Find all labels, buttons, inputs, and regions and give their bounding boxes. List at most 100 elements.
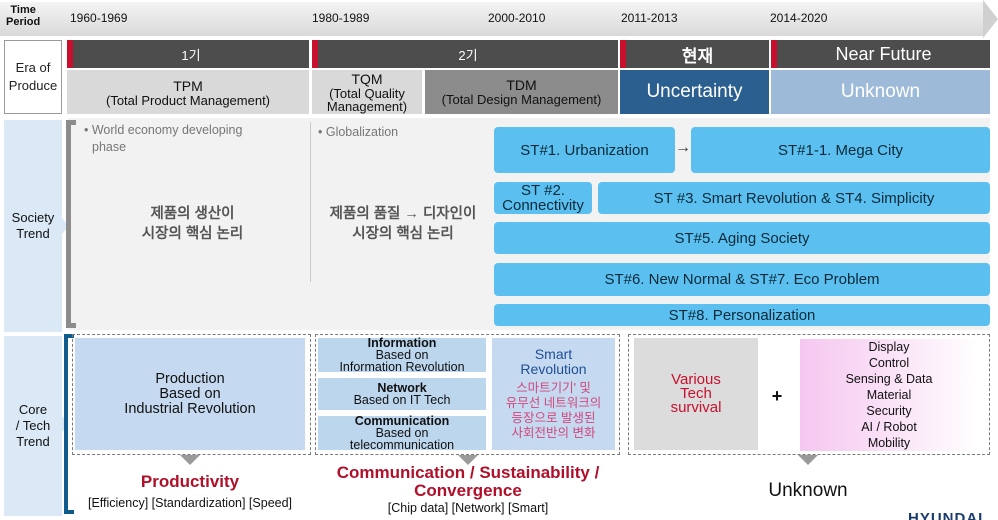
- time-period-title: Time Period: [6, 4, 40, 28]
- bottom-productivity: Productivity: [140, 472, 240, 491]
- period-2014: 2014-2020: [770, 11, 828, 25]
- core-bracket: [64, 334, 74, 514]
- time-title-line2: Period: [6, 16, 41, 28]
- core-smart-revolution: Smart Revolution 스마트기기' 및 유무선 네트워크의 등장으로…: [492, 338, 615, 450]
- category-era-of-produce: Era of Produce: [4, 40, 62, 114]
- bottom-communication-sub: [Chip data] [Network] [Smart]: [387, 500, 549, 515]
- core-cat-line3: Trend: [16, 434, 50, 449]
- society-bracket: [66, 120, 76, 328]
- communication-pointer-icon: [458, 455, 478, 465]
- comm-title: Communication: [354, 414, 450, 428]
- col1-bullet-line2: phase: [92, 140, 127, 154]
- st2-line1: ST #2.: [521, 182, 565, 199]
- core-communication: Communication Based on telecommunication: [318, 414, 486, 451]
- trend-st6-new-normal: ST#6. New Normal & ST#7. Eco Problem: [494, 263, 990, 296]
- col1-bullet-line1: World economy developing: [91, 123, 243, 137]
- bottom-comm-line1: Communication / Sustainability /: [336, 463, 600, 482]
- tech-item-ai-robot: AI / Robot: [800, 419, 978, 435]
- various-line2: Tech: [680, 385, 712, 402]
- tpm-title: TPM: [173, 77, 203, 94]
- various-line3: survival: [670, 399, 722, 416]
- core-cat-line1: Core: [18, 402, 48, 417]
- plus-icon: +: [771, 385, 783, 406]
- time-title-line1: Time: [10, 4, 36, 16]
- tech-item-display: Display: [800, 339, 978, 355]
- timeline-arrow-icon: [983, 0, 998, 38]
- era-unknown: Unknown: [771, 70, 990, 114]
- core-box-unknown: [628, 334, 990, 455]
- production-line3: Industrial Revolution: [124, 400, 256, 417]
- tech-item-sensing: Sensing & Data: [800, 371, 978, 387]
- smart-kor2: 유무선 네트워크의: [505, 396, 602, 410]
- tdm-title: TDM: [506, 77, 537, 93]
- smart-kor1: 스마트기기' 및: [516, 381, 591, 395]
- tech-item-security: Security: [800, 403, 978, 419]
- network-title: Network: [377, 381, 427, 395]
- trend-st3-smart-revolution: ST #3. Smart Revolution & ST4. Simplicit…: [598, 182, 990, 214]
- society-col1-bullet: • World economy developing phase: [84, 123, 243, 154]
- category-core-tech-trend: Core / Tech Trend: [4, 336, 62, 516]
- comm-sub1: Based on: [375, 426, 429, 440]
- bottom-comm-line2: Convergence: [414, 481, 522, 500]
- core-production: Production Based on Industrial Revolutio…: [75, 338, 305, 450]
- trend-arrow-icon: →: [675, 139, 691, 156]
- col1-kor-line1: 제품의 생산이: [150, 206, 235, 222]
- core-box-productivity: [72, 334, 311, 455]
- timeline-bar: [0, 2, 985, 36]
- smart-title1: Smart: [534, 346, 573, 362]
- period-2011: 2011-2013: [621, 11, 678, 25]
- era-gen1-header: 1기: [67, 40, 309, 68]
- era-tdm: TDM (Total Design Management): [425, 70, 618, 114]
- core-network: Network Based on IT Tech: [318, 378, 486, 410]
- core-cat-line2: / Tech: [15, 418, 51, 433]
- info-sub1: Based on: [375, 348, 429, 362]
- trend-st5-aging-society: ST#5. Aging Society: [494, 222, 990, 254]
- production-line2: Based on: [159, 385, 221, 402]
- tpm-sub: (Total Product Management): [105, 92, 271, 108]
- info-sub2: Information Revolution: [339, 360, 465, 374]
- core-information: Information Based on Information Revolut…: [318, 336, 486, 374]
- period-1960: 1960-1969: [70, 11, 128, 25]
- tdm-sub: (Total Design Management): [441, 92, 602, 107]
- col2-kor-line2: 시장의 핵심 논리: [352, 226, 454, 242]
- era-cat-line2: Produce: [8, 78, 58, 93]
- trend-st1-urbanization: ST#1. Urbanization: [494, 127, 675, 173]
- society-col2-bullet: • Globalization: [318, 125, 399, 139]
- era-tpm: TPM (Total Product Management): [67, 70, 309, 114]
- core-various-tech: Various Tech survival: [634, 338, 758, 450]
- society-cat-line2: Trend: [16, 226, 50, 241]
- bottom-productivity-sub: [Efficiency] [Standardization] [Speed]: [87, 496, 293, 510]
- period-2000: 2000-2010: [488, 11, 546, 25]
- production-line1: Production: [155, 370, 225, 387]
- era-near-future-header: Near Future: [771, 40, 990, 68]
- tqm-title: TQM: [351, 70, 383, 87]
- col2-kor-line1: 제품의 품질 → 디자인이: [329, 206, 477, 222]
- tech-item-mobility: Mobility: [800, 435, 978, 451]
- smart-title2: Revolution: [520, 361, 587, 377]
- society-cat-line1: Society: [11, 210, 55, 225]
- trend-st1-1-mega-city: ST#1-1. Mega City: [691, 127, 990, 173]
- tech-item-material: Material: [800, 387, 978, 403]
- unknown-pointer-icon: [798, 455, 818, 465]
- hyundai-logo: HYUNDAI: [908, 510, 984, 520]
- era-gen2-header: 2기: [312, 40, 618, 68]
- era-uncertainty: Uncertainty: [620, 70, 769, 114]
- period-1980: 1980-1989: [312, 11, 370, 25]
- smart-kor3: 등장으로 발생된: [511, 411, 596, 425]
- society-pointer-icon: [62, 218, 69, 234]
- tqm-sub1: (Total Quality: [329, 85, 405, 101]
- bottom-unknown: Unknown: [768, 480, 848, 501]
- various-line1: Various: [671, 371, 721, 388]
- bottom-communication: Communication / Sustainability / Converg…: [318, 464, 618, 500]
- era-current-header: 현재: [620, 40, 769, 68]
- network-sub: Based on IT Tech: [353, 393, 451, 407]
- info-title: Information: [367, 336, 437, 350]
- st2-line2: Connectivity: [502, 197, 584, 214]
- era-cat-line1: Era of: [15, 60, 51, 75]
- trend-st2-connectivity: ST #2. Connectivity: [494, 182, 592, 214]
- tqm-sub2: Management): [326, 98, 408, 114]
- smart-kor4: 사회전반의 변화: [511, 426, 596, 440]
- col2-bullet-text: Globalization: [325, 125, 399, 139]
- society-col1-korean: 제품의 생산이 시장의 핵심 논리: [80, 204, 305, 244]
- era-tqm: TQM (Total Quality Management): [312, 70, 422, 114]
